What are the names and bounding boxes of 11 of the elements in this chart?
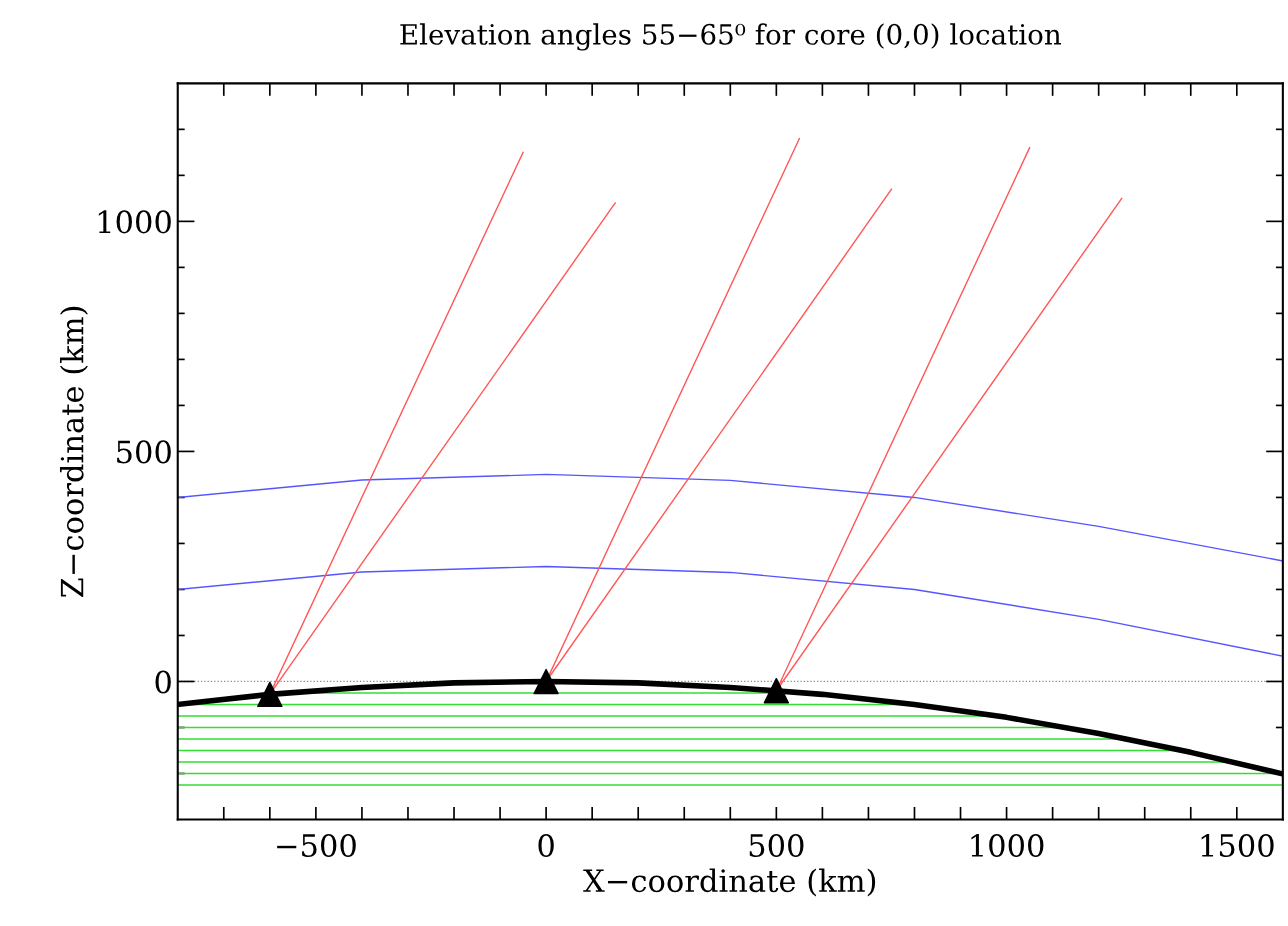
x-tick-label: −500 [277,833,356,858]
y-tick-label: 500 [117,440,171,464]
chart-title: Elevation angles 55−65⁰ for core (0,0) location [400,23,1061,51]
x-tick-label: 1000 [971,833,1044,858]
y-tick-label: 0 [155,670,171,694]
x-tick-label: 0 [538,833,554,858]
x-tick-label: 1500 [1201,833,1274,858]
y-axis-title: Z−coordinate (km) [59,306,88,598]
y-tick-label: 1000 [98,210,171,234]
x-axis-title: X−coordinate (km) [583,868,876,897]
x-tick-label: 500 [749,833,804,858]
